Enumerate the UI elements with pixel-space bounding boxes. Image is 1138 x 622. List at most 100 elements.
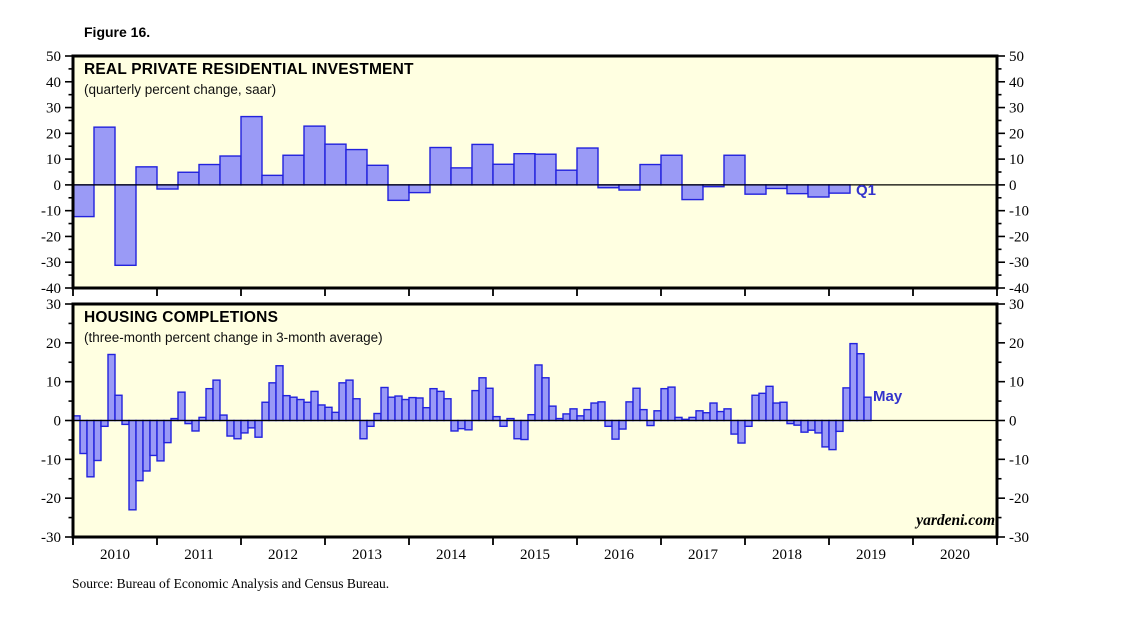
ytick-label-left: 0 [54,178,62,194]
ytick-label-left: 0 [54,414,62,430]
bar-1-2015Q3 [534,153,557,186]
plot-frame-1 [71,54,999,290]
bar-1-2018Q4 [807,184,830,198]
bar-2-2014-10 [478,377,487,422]
source-note: Source: Bureau of Economic Analysis and … [72,576,390,591]
bar-2-2015-04 [520,419,529,441]
bar-2-2016-10 [646,419,655,427]
chart2-title: HOUSING COMPLETIONS [84,309,279,326]
bar-2-2010-09 [135,419,144,482]
xtick-label-year: 2020 [940,547,970,563]
bar-1-2013Q4 [387,184,410,202]
xtick-label-year: 2018 [772,547,802,563]
ytick-label-right: -40 [1009,281,1029,297]
bar-2-2017-01 [667,386,676,422]
bar-2-2014-08 [464,419,473,431]
bar-1-2010Q4 [135,166,158,186]
bar-2-2014-02 [422,406,431,422]
ytick-label-right: 20 [1009,336,1024,352]
chart1-subtitle: (quarterly percent change, saar) [84,82,277,97]
bar-1-2016Q1 [576,147,599,186]
bar-2-2016-12 [660,387,669,422]
chart1-end-label: Q1 [856,182,877,199]
bar-2-2014-01 [415,397,424,422]
bar-2-2012-05 [275,365,284,422]
bar-2-2014-09 [471,389,480,422]
ytick-label-left: 40 [46,75,61,91]
bar-1-2012Q3 [282,154,305,186]
xtick-label-year: 2014 [436,547,467,563]
bar-2-2017-07 [709,402,718,422]
bar-2-2018-01 [751,394,760,422]
bar-2-2013-06 [366,419,375,428]
bar-2-2012-01 [247,419,256,429]
bar-2-2016-07 [625,401,634,422]
bar-1-2012Q2 [261,174,284,186]
figure-label: Figure 16. [84,24,151,40]
xtick-label-year: 2019 [856,547,886,563]
bar-2-2019-02 [842,387,851,422]
bar-2-2013-08 [380,386,389,422]
bar-2-2017-09 [723,408,732,422]
xtick-label-year: 2012 [268,547,298,563]
xtick-label-year: 2013 [352,547,382,563]
bar-2-2015-07 [541,377,550,422]
bar-1-2012Q4 [303,125,326,186]
ytick-label-left: -10 [41,204,61,220]
bar-2-2018-08 [800,419,809,433]
bar-2-2012-07 [289,396,298,422]
bar-2-2015-11 [569,408,578,422]
bar-2-2018-04 [772,402,781,422]
ytick-label-right: 30 [1009,297,1024,313]
bar-1-2015Q1 [492,163,515,186]
bar-2-2012-11 [317,404,326,422]
bar-2-2015-12 [576,415,585,422]
bar-2-2013-03 [345,379,354,422]
bar-2-2017-08 [716,410,725,422]
bar-1-2014Q2 [429,146,452,186]
bar-2-2016-09 [639,408,648,422]
bar-1-2018Q1 [744,184,767,195]
ytick-label-left: 10 [46,152,61,168]
bar-1-2018Q3 [786,184,809,195]
ytick-label-left: 30 [46,297,61,313]
bar-1-2010Q1 [72,184,95,218]
ytick-label-right: -20 [1009,229,1029,245]
bar-2-2010-11 [149,419,158,457]
bar-2-2016-05 [611,419,620,440]
bar-2-2018-05 [779,401,788,422]
bar-2-2014-05 [443,398,452,422]
bar-2-2011-07 [205,387,214,422]
bar-2-2010-04 [100,419,109,428]
ytick-label-right: -30 [1009,255,1029,271]
bar-1-2014Q3 [450,167,473,186]
ytick-label-left: 30 [46,101,61,117]
ytick-label-right: -10 [1009,452,1029,468]
ytick-label-left: 20 [46,126,61,142]
bar-2-2016-02 [590,402,599,422]
bar-2-2014-06 [450,419,459,432]
ytick-label-left: 20 [46,336,61,352]
bar-2-2016-08 [632,387,641,422]
bar-2-2013-04 [352,398,361,422]
xtick-label-year: 2017 [688,547,719,563]
bar-2-2018-02 [758,392,767,422]
bar-2-2010-10 [142,419,151,472]
bar-1-2017Q4 [723,154,746,186]
bar-2-2018-11 [821,419,830,448]
bar-2-2010-05 [107,353,116,422]
chart2-subtitle: (three-month percent change in 3-month a… [84,330,383,345]
bar-2-2014-07 [457,419,466,430]
ytick-label-left: -30 [41,255,61,271]
bar-2-2012-02 [254,419,263,438]
bar-2-2011-03 [177,391,186,422]
bar-2-2010-01 [79,419,88,455]
bar-1-2014Q1 [408,184,431,194]
bar-2-2017-11 [737,419,746,444]
bar-2-2011-11 [233,419,242,440]
ytick-label-left: -40 [41,281,61,297]
ytick-label-right: 0 [1009,414,1017,430]
ytick-label-right: 50 [1009,49,1024,65]
bar-1-2011Q3 [198,163,221,186]
